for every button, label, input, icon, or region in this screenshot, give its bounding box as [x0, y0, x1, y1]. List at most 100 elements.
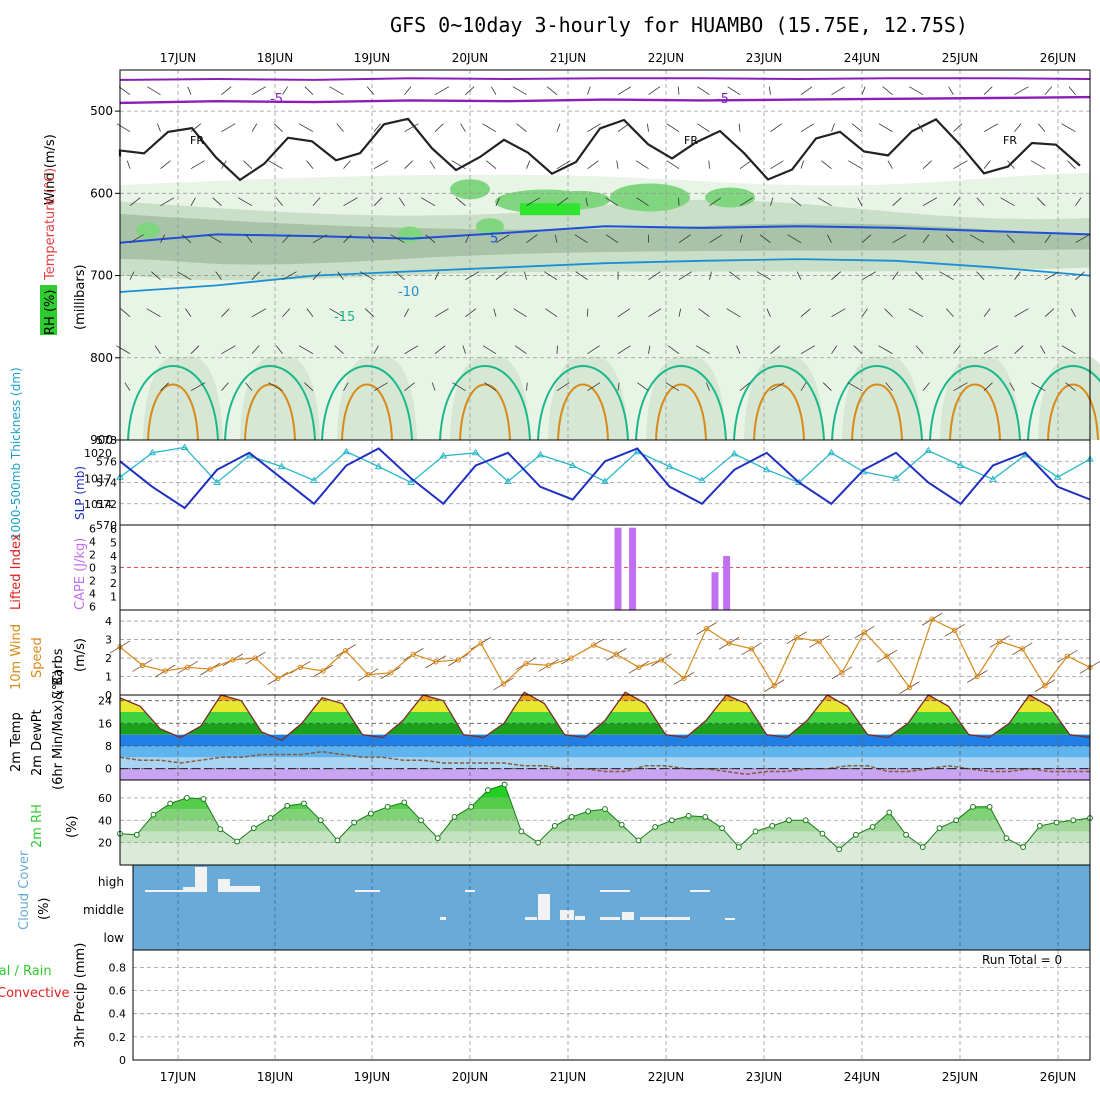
top-date-label: 23JUN	[746, 51, 783, 65]
wind10m-marker	[861, 629, 868, 635]
wind-barb	[1031, 382, 1046, 392]
li-tick-label: 2	[89, 548, 96, 561]
wind-barb	[1006, 234, 1015, 243]
wind-barb	[490, 86, 497, 95]
wind-barb	[282, 271, 297, 281]
thickness-slp-panel: 578 576 574 572 570 1020 1017 1014	[84, 434, 1094, 532]
lifted-index-label: Lifted Index	[9, 533, 24, 610]
wind-barb	[212, 197, 222, 206]
contour-label: -10	[398, 285, 419, 300]
slp-tick-label: 1014	[84, 498, 112, 511]
wind-barb	[708, 160, 710, 169]
bottom-date-label: 20JUN	[452, 1070, 489, 1084]
thickness-marker	[698, 476, 706, 483]
bottom-date-label: 23JUN	[746, 1070, 783, 1084]
rh2m-marker	[451, 814, 458, 820]
rh2m-marker	[903, 831, 909, 838]
wind-barb	[617, 86, 632, 96]
wind-barb	[268, 160, 283, 170]
slp-label: SLP (mb)	[73, 466, 87, 520]
wind-barb	[635, 160, 649, 170]
wind-barb	[116, 345, 131, 355]
upper-air-panel: -5 -5 FR FR FR 5 -10 -15 500 600 700 800 900	[90, 69, 1100, 447]
rh2m-marker	[535, 839, 542, 846]
cloud-high-patch	[195, 867, 207, 892]
wind-barb	[304, 382, 314, 391]
wind-barb	[800, 160, 805, 169]
wind-barb	[948, 86, 954, 95]
slp-line	[119, 447, 1091, 510]
rh-tick-label: 20	[98, 837, 112, 850]
wind-barb	[726, 308, 741, 318]
rh2m-marker	[200, 796, 207, 802]
rh2m-marker	[301, 800, 307, 807]
wind-barb	[337, 271, 344, 280]
barbs-label: & Barbs	[51, 648, 66, 700]
rh2m-marker	[468, 803, 475, 810]
total-rain-label: Total / Rain	[0, 964, 52, 979]
wind-barb	[329, 308, 344, 318]
wind-barb	[796, 271, 802, 280]
cloud-high-patch	[355, 890, 380, 892]
wind-barb	[245, 234, 253, 243]
thickness-tick-label: 570	[96, 519, 117, 532]
precip-panel: 0 0.2 0.4 0.6 0.8	[109, 949, 1091, 1067]
wind-barb	[969, 234, 985, 244]
wind-barb	[736, 345, 741, 354]
wind-barb	[190, 382, 206, 392]
wind10m-marker	[478, 640, 484, 646]
wind-barb	[275, 197, 283, 206]
rh2m-marker	[1020, 844, 1027, 851]
rh2m-marker	[618, 821, 625, 828]
wind10m-marker	[1019, 646, 1026, 652]
temp-fill-band	[120, 692, 1090, 701]
cape-tick-label: 1	[110, 591, 117, 604]
wind-barb	[709, 271, 712, 280]
rh-tick-label: 40	[98, 814, 112, 827]
wind-barb	[922, 382, 930, 391]
rh2m-marker	[334, 837, 341, 844]
wind10m-marker	[726, 640, 732, 646]
wind-barb	[512, 86, 527, 96]
rh2m-marker	[602, 806, 608, 812]
wind-barb	[312, 234, 328, 244]
wind-barb	[404, 86, 412, 95]
thickness-tick-label: 572	[96, 498, 117, 511]
wind-barb	[151, 271, 161, 280]
thickness-tick-label: 574	[96, 477, 117, 490]
wind-barb	[831, 123, 835, 132]
wind-barb	[790, 197, 802, 206]
pressure-tick-label: 800	[90, 351, 113, 365]
wind-barb	[126, 160, 131, 169]
wind-barb	[334, 345, 344, 354]
wind-barb	[545, 308, 558, 317]
wind-barb	[154, 345, 161, 354]
wind10m-marker	[613, 651, 619, 658]
isotherm-20	[557, 383, 609, 441]
slp-tick-label: 1017	[84, 472, 112, 485]
chart-title: GFS 0~10day 3-hourly for HUAMBO (15.75E,…	[390, 13, 968, 37]
wind-barb	[574, 234, 588, 244]
wind-tick-label: 0	[105, 689, 112, 702]
wind-barb	[465, 234, 470, 243]
wind10m-marker	[816, 638, 823, 645]
wind-barb	[1044, 271, 1060, 281]
wind-barb	[251, 271, 260, 280]
wind-barb	[878, 123, 893, 133]
wind-barb	[129, 271, 135, 280]
top-date-label: 20JUN	[452, 51, 489, 65]
rh2m-marker	[1070, 817, 1077, 824]
isotherm-15	[635, 365, 727, 441]
wind-barb	[617, 345, 631, 355]
wind-barb	[465, 271, 480, 281]
wind-barb	[697, 123, 710, 133]
precip-tick-label: 0.4	[109, 1008, 127, 1021]
wind10m-marker	[162, 668, 168, 674]
wind-barb	[282, 308, 291, 317]
wind-barb	[847, 382, 863, 392]
cape-bar	[629, 527, 637, 610]
cloud-middle-patch	[538, 894, 550, 920]
wind-barb	[739, 197, 754, 207]
wind-barb	[945, 308, 954, 317]
